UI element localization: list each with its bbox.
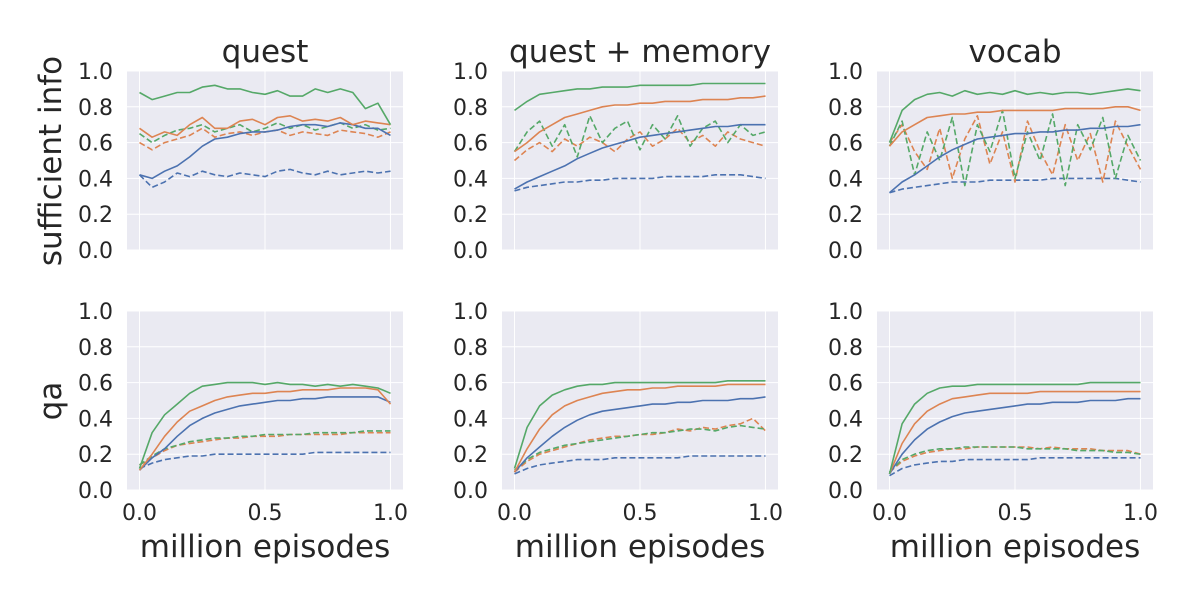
y-tick-label: 0.6: [453, 132, 488, 157]
y-tick-label: 0.8: [453, 96, 488, 121]
y-tick-label: 0.4: [828, 167, 863, 192]
panel-sufficient-info-quest: 0.0 0.2 0.4 0.6 0.8 1.0: [78, 60, 403, 264]
x-tick-label: 0.0: [122, 501, 157, 526]
series-line-orange-solid: [139, 115, 391, 138]
y-tick-label: 0.2: [78, 203, 113, 228]
series-line-blue-dashed: [138, 168, 391, 189]
x-tick-label: 0.0: [872, 501, 907, 526]
y-tick-label: 0.8: [78, 96, 113, 121]
y-tick-label: 0.8: [78, 336, 113, 361]
series-line-orange-solid: [888, 390, 1141, 475]
x-tick-label: 0.5: [623, 501, 658, 526]
series-line-orange-dashed: [513, 417, 767, 473]
y-tick-label: 1.0: [78, 300, 113, 325]
x-axis-label-quest-memory: million episodes: [515, 529, 766, 565]
series-line-orange-dashed: [888, 115, 1142, 183]
y-tick-label: 1.0: [78, 60, 113, 85]
x-axis-label-quest: million episodes: [140, 529, 391, 565]
series-line-green-solid: [513, 379, 766, 469]
series-line-green-solid: [138, 381, 391, 469]
panel-title-quest-memory: quest + memory: [509, 34, 771, 70]
y-tick-label: 0.2: [828, 203, 863, 228]
series-line-blue-dashed: [139, 451, 391, 470]
y-tick-label: 0.2: [453, 203, 488, 228]
x-tick-label: 1.0: [1123, 501, 1158, 526]
series-line-blue-solid: [139, 122, 391, 180]
y-tick-label: 0.8: [828, 96, 863, 121]
y-tick-label: 0.0: [453, 239, 488, 264]
series-line-green-solid: [888, 88, 1141, 143]
panel-qa-vocab: 0.0 0.2 0.4 0.6 0.8 1.0 0.0 0.5 1.0: [828, 300, 1158, 526]
series-line-orange-solid: [513, 383, 766, 473]
series-line-green-dashed: [513, 115, 766, 158]
y-tick-label: 0.4: [78, 407, 113, 432]
y-tick-label: 0.8: [828, 336, 863, 361]
series-line-blue-dashed: [514, 174, 766, 192]
y-tick-label: 0.2: [453, 443, 488, 468]
y-tick-label: 0.0: [828, 479, 863, 504]
y-tick-label: 0.8: [453, 336, 488, 361]
y-tick-label: 1.0: [828, 300, 863, 325]
x-tick-label: 0.0: [497, 501, 532, 526]
series-line-blue-dashed: [889, 456, 1141, 477]
series-line-orange-solid: [138, 387, 392, 471]
x-tick-label: 1.0: [373, 501, 408, 526]
panel-sufficient-info-vocab: 0.0 0.2 0.4 0.6 0.8 1.0: [828, 60, 1153, 264]
series-line-orange-dashed: [513, 127, 766, 162]
series-line-green-solid: [514, 82, 766, 112]
series-line-blue-solid: [888, 397, 1141, 475]
series-line-blue-solid: [888, 123, 1141, 194]
row-label-qa: qa: [33, 382, 69, 421]
series-line-orange-dashed: [888, 446, 1141, 473]
series-line-blue-solid: [513, 396, 766, 473]
row-label-sufficient-info: sufficient info: [33, 56, 69, 266]
series-line-green-dashed: [513, 424, 766, 471]
series-line-green-dashed: [888, 109, 1142, 187]
x-tick-label: 0.5: [998, 501, 1033, 526]
y-tick-label: 0.6: [78, 132, 113, 157]
x-tick-label: 0.5: [248, 501, 283, 526]
y-tick-label: 0.0: [78, 239, 113, 264]
series-line-green-dashed: [139, 122, 391, 144]
y-tick-label: 0.2: [78, 443, 113, 468]
series-line-orange-solid: [888, 106, 1141, 147]
x-tick-label: 1.0: [748, 501, 783, 526]
y-tick-label: 0.0: [453, 479, 488, 504]
y-tick-label: 0.4: [828, 407, 863, 432]
series-line-blue-solid: [138, 396, 391, 471]
panel-sufficient-info-quest-memory: 0.0 0.2 0.4 0.6 0.8 1.0: [453, 60, 778, 264]
y-tick-label: 0.4: [453, 167, 488, 192]
series-line-blue-dashed: [514, 455, 766, 475]
panel-title-vocab: vocab: [968, 34, 1061, 70]
panel-qa-quest: 0.0 0.2 0.4 0.6 0.8 1.0 0.0 0.5 1.0: [78, 300, 408, 526]
series-line-green-solid: [888, 381, 1141, 475]
series-line-green-dashed: [888, 446, 1141, 473]
y-tick-label: 0.4: [453, 407, 488, 432]
panel-qa-quest-memory: 0.0 0.2 0.4 0.6 0.8 1.0 0.0 0.5 1.0: [453, 300, 783, 526]
series-line-green-dashed: [139, 430, 391, 466]
series-line-green-solid: [139, 84, 392, 126]
y-tick-label: 1.0: [453, 300, 488, 325]
series-line-orange-solid: [514, 95, 766, 153]
y-tick-label: 1.0: [828, 60, 863, 85]
series-line-blue-solid: [514, 123, 766, 190]
y-tick-label: 0.6: [453, 372, 488, 397]
y-tick-label: 0.6: [78, 372, 113, 397]
y-tick-label: 0.0: [828, 239, 863, 264]
y-tick-label: 0.4: [78, 167, 113, 192]
y-tick-label: 0.6: [828, 372, 863, 397]
panel-title-quest: quest: [222, 34, 309, 70]
x-axis-label-vocab: million episodes: [890, 529, 1141, 565]
y-tick-label: 0.0: [78, 479, 113, 504]
y-tick-label: 0.6: [828, 132, 863, 157]
y-tick-label: 1.0: [453, 60, 488, 85]
y-tick-label: 0.2: [828, 443, 863, 468]
